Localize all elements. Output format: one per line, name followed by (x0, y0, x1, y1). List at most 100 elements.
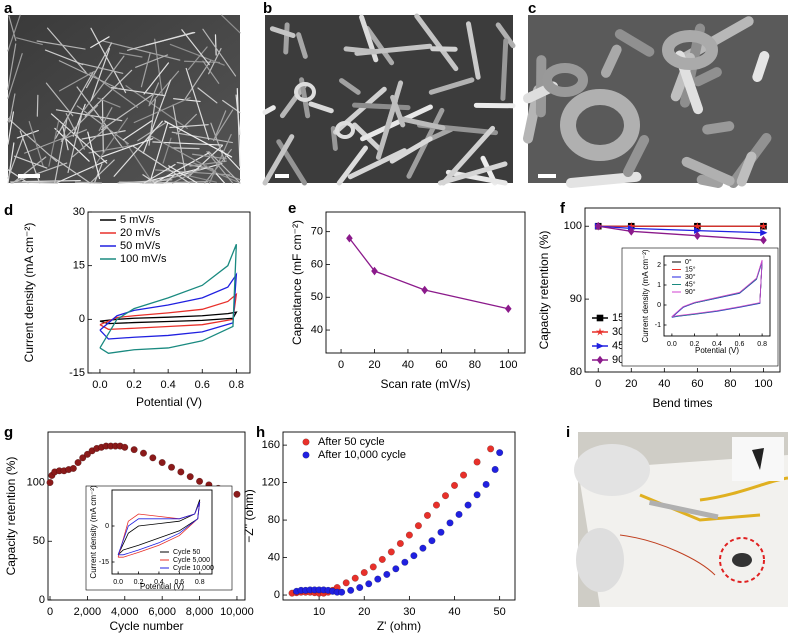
nanowire (50, 113, 108, 164)
marker (473, 458, 481, 466)
nanowire (360, 104, 433, 142)
y-tick-label: -15 (69, 367, 85, 379)
marker (177, 468, 185, 476)
nanowire (752, 51, 770, 82)
nanowire (500, 38, 509, 101)
y-axis-label: Capacity retention (%) (4, 457, 18, 576)
ring (335, 121, 355, 139)
marker (233, 490, 241, 498)
nanowire (113, 120, 163, 177)
x-tick-label: 4,000 (111, 606, 139, 618)
marker (396, 539, 404, 548)
nanowire (153, 152, 210, 184)
nanowire (7, 136, 24, 179)
nanowire (269, 26, 296, 38)
nanowire (89, 159, 115, 184)
marker (760, 235, 767, 245)
panel-label: f (560, 200, 566, 217)
x-tick-label: 60 (691, 378, 703, 390)
nanowire (90, 36, 110, 49)
marker (83, 450, 91, 458)
marker (627, 221, 636, 230)
legend-label: Cycle 50 (173, 549, 200, 556)
nanowire (7, 118, 58, 163)
marker (410, 552, 418, 560)
x-tick-label: 40 (402, 359, 414, 371)
marker (441, 492, 450, 500)
nanowire (100, 138, 154, 158)
x-tick-label: 6,000 (148, 606, 176, 618)
y-tick-label: 0 (39, 594, 45, 606)
nanowire (176, 113, 197, 135)
ring (542, 63, 588, 97)
marker (627, 227, 635, 236)
nanowire (262, 105, 276, 115)
nanowire (339, 78, 361, 95)
ring (294, 82, 316, 102)
nanowire (202, 60, 220, 84)
y-tick-label: 50 (33, 535, 45, 547)
x-tick-label: 100 (754, 378, 772, 390)
nanowire (181, 29, 210, 66)
scale-bar (538, 174, 556, 178)
x-tick-label: 0.4 (160, 379, 175, 391)
nanowire (67, 115, 82, 174)
nanowire (296, 32, 308, 59)
x-axis-label: Cycle number (109, 619, 183, 633)
legend-label: 20 mV/s (120, 227, 161, 239)
series-line (99, 272, 238, 340)
nanowire (135, 54, 169, 68)
nanowire (7, 53, 23, 99)
nanowire (44, 49, 84, 66)
photo-i (574, 432, 788, 607)
legend-marker (302, 451, 310, 459)
nanowire (189, 160, 227, 167)
nanowire (10, 181, 59, 184)
x-tick-label: 0.2 (126, 379, 141, 391)
x-tick-label: 100 (499, 359, 517, 371)
y-tick-label: -1 (655, 322, 661, 329)
nanowire (696, 174, 724, 188)
x-tick-label: 0 (47, 606, 53, 618)
nanowire (15, 37, 43, 46)
y-tick-label: 30 (73, 206, 85, 218)
nanowire (7, 14, 21, 52)
nanowire (101, 97, 104, 154)
nanowire (283, 22, 290, 55)
marker (419, 544, 427, 552)
nanowire (90, 27, 127, 94)
nanowire (702, 121, 735, 135)
nanowire (183, 60, 221, 64)
nanowire (124, 141, 154, 184)
nanowire (169, 43, 225, 66)
nanowire (88, 143, 138, 154)
series-line (598, 225, 764, 234)
marker (423, 511, 431, 519)
nanowire (351, 102, 411, 111)
nanowire (681, 156, 735, 186)
nanowire (118, 52, 143, 58)
nanowire (133, 97, 191, 124)
nanowire (164, 174, 175, 184)
nanowire (202, 28, 237, 77)
nanowire (60, 129, 88, 141)
nanowire (50, 155, 91, 184)
legend-label: 5 mV/s (120, 214, 155, 226)
y-tick-label: 100 (564, 220, 582, 232)
nanowire (54, 117, 68, 184)
x-tick-label: 50 (494, 606, 506, 618)
nanowire (565, 171, 642, 188)
nanowire (7, 111, 15, 145)
nanowire (117, 179, 173, 184)
legend-label: 30° (685, 273, 696, 281)
x-axis-label: Potential (V) (695, 346, 739, 355)
nanowire (279, 83, 307, 119)
marker (594, 221, 602, 231)
y-tick-label: 50 (311, 291, 323, 303)
x-tick-label: 0.4 (154, 579, 164, 586)
nanowire (171, 131, 233, 144)
marker (74, 458, 82, 467)
nanowire (185, 174, 217, 183)
marker (760, 229, 768, 237)
x-tick-label: 8,000 (186, 606, 214, 618)
